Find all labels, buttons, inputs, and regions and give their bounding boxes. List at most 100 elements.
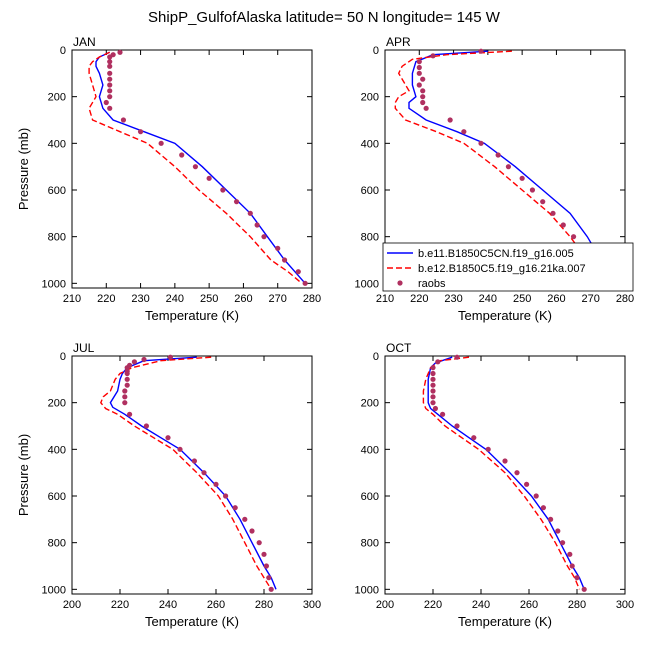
y-axis-title: Pressure (mb) <box>16 128 31 210</box>
y-tick-label: 0 <box>60 351 66 363</box>
legend: b.e11.B1850C5CN.f19_g16.005 b.e12.B1850C5… <box>382 242 634 292</box>
series-raobs <box>430 354 587 592</box>
raobs-point <box>430 394 436 400</box>
raobs-point <box>430 400 436 406</box>
raobs-point <box>420 76 426 82</box>
legend-marker-raobs <box>397 280 403 286</box>
raobs-point <box>540 199 546 205</box>
x-axis-title: Temperature (K) <box>145 308 239 323</box>
x-tick-label: 230 <box>131 293 149 305</box>
y-tick-label: 0 <box>60 45 66 57</box>
panel-label: APR <box>386 35 411 49</box>
raobs-point <box>478 48 484 54</box>
raobs-point <box>533 493 539 499</box>
raobs-point <box>127 411 133 417</box>
raobs-point <box>191 458 197 464</box>
legend-label: b.e11.B1850C5CN.f19_g16.005 <box>418 248 574 260</box>
series-raobs <box>122 354 274 592</box>
raobs-point <box>430 376 436 382</box>
raobs-point <box>165 435 171 441</box>
series-line-cn <box>427 356 585 590</box>
x-tick-label: 210 <box>63 293 81 305</box>
raobs-point <box>167 354 173 360</box>
raobs-point <box>124 370 130 377</box>
raobs-point <box>120 117 127 123</box>
raobs-point <box>416 70 422 76</box>
raobs-point <box>570 234 577 240</box>
panel-label: JUL <box>73 341 95 355</box>
raobs-point <box>177 446 183 452</box>
raobs-point <box>567 551 573 557</box>
raobs-point <box>416 59 422 65</box>
y-tick-label: 800 <box>48 538 66 550</box>
series-line-cn <box>109 356 277 590</box>
y-tick-label: 200 <box>361 398 379 410</box>
y-tick-label: 1000 <box>355 584 379 596</box>
legend-label: b.e12.B1850C5.f19_g16.21ka.007 <box>418 263 586 275</box>
raobs-point <box>416 64 422 71</box>
y-tick-label: 400 <box>48 444 66 456</box>
plot-frame <box>71 49 313 289</box>
y-tick-label: 600 <box>361 185 379 197</box>
x-axis-title: Temperature (K) <box>458 308 552 323</box>
x-tick-label: 220 <box>424 599 442 611</box>
y-tick-label: 400 <box>361 138 379 150</box>
legend-box <box>382 242 634 292</box>
raobs-point <box>581 586 587 592</box>
raobs-point <box>107 54 113 60</box>
raobs-point <box>213 481 219 487</box>
raobs-point <box>540 505 547 511</box>
raobs-point <box>122 394 128 400</box>
y-tick-label: 800 <box>361 538 379 550</box>
raobs-point <box>548 516 554 522</box>
raobs-point <box>206 175 212 181</box>
x-tick-label: 260 <box>547 293 565 305</box>
raobs-point <box>430 370 436 377</box>
series-line-c5 <box>394 50 612 284</box>
raobs-point <box>281 257 288 263</box>
panel-jan: 210 220 230 240 250 260 270 280 0 200 400 600 800 100… <box>16 35 321 323</box>
raobs-point <box>505 164 512 170</box>
raobs-point <box>423 105 429 111</box>
raobs-point <box>420 88 426 94</box>
y-tick-label: 400 <box>361 444 379 456</box>
raobs-point <box>143 423 149 429</box>
raobs-point <box>268 586 274 592</box>
raobs-point <box>471 435 477 441</box>
y-tick-label: 1000 <box>355 278 379 290</box>
series-line-cn <box>408 50 623 284</box>
raobs-point <box>122 400 128 406</box>
raobs-point <box>261 234 267 240</box>
raobs-point <box>107 88 113 94</box>
raobs-point <box>220 187 226 193</box>
raobs-point <box>158 140 164 146</box>
raobs-point <box>107 70 113 76</box>
series-line-c5 <box>99 356 272 590</box>
raobs-point <box>478 140 484 146</box>
x-tick-label: 300 <box>616 599 634 611</box>
raobs-point <box>432 405 438 412</box>
raobs-point <box>529 187 536 193</box>
raobs-point <box>192 164 199 170</box>
raobs-point <box>107 105 113 111</box>
raobs-point <box>124 376 130 382</box>
raobs-point <box>141 356 147 363</box>
y-tick-label: 800 <box>361 232 379 244</box>
series-raobs <box>103 49 308 286</box>
raobs-point <box>514 470 520 476</box>
panel-oct: 200 220 240 260 280 300 0 200 400 600 800 1000 OCT Te… <box>355 341 635 629</box>
raobs-point <box>256 540 262 546</box>
x-tick-label: 220 <box>97 293 115 305</box>
y-axis-title: Pressure (mb) <box>16 434 31 516</box>
x-tick-label: 200 <box>63 599 81 611</box>
raobs-point <box>430 388 436 394</box>
raobs-point <box>430 365 436 371</box>
raobs-point <box>447 117 453 123</box>
x-tick-label: 240 <box>159 599 177 611</box>
x-tick-label: 250 <box>513 293 531 305</box>
raobs-point <box>495 152 501 158</box>
raobs-point <box>275 245 281 251</box>
raobs-point <box>560 540 566 546</box>
x-tick-label: 250 <box>200 293 218 305</box>
